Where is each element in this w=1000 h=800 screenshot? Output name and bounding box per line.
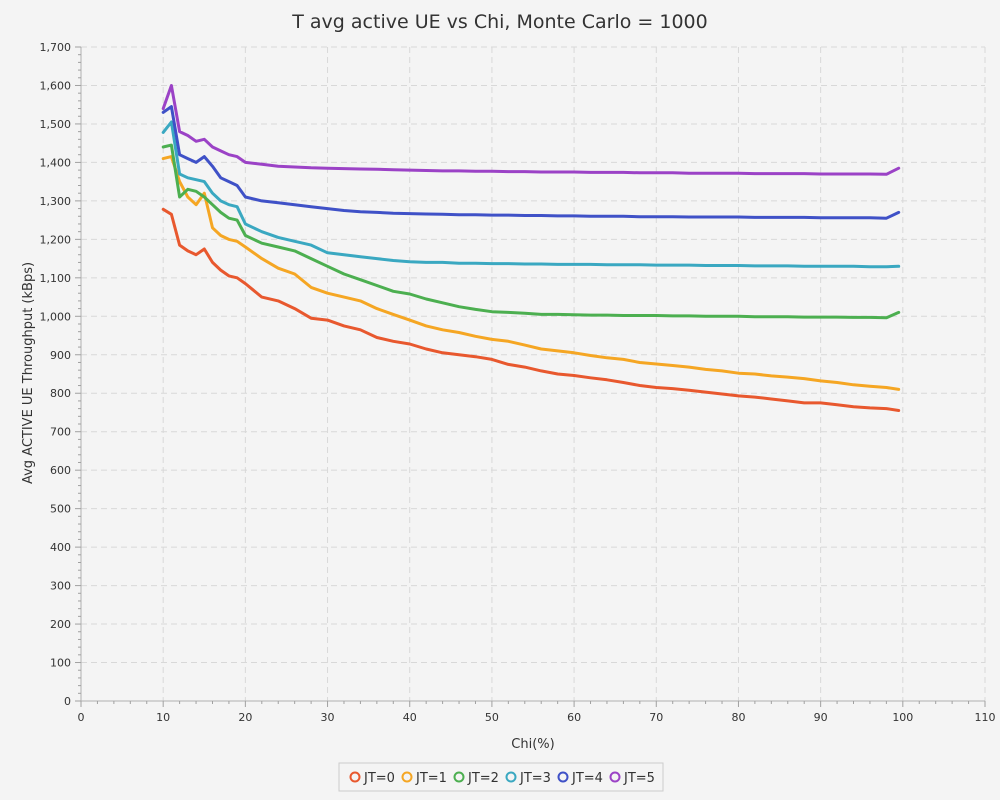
legend-label: JT=5 [623, 771, 655, 786]
chart-grid [81, 46, 986, 701]
y-tick-label: 500 [50, 503, 71, 516]
x-tick-label: 80 [731, 711, 745, 724]
chart-title: T avg active UE vs Chi, Monte Carlo = 10… [291, 11, 707, 33]
x-tick-label: 0 [78, 711, 85, 724]
legend-marker [349, 771, 361, 783]
y-tick-label: 1,100 [40, 272, 72, 285]
series-line-jt-2 [161, 143, 901, 320]
x-tick-label: 110 [975, 711, 996, 724]
legend-label: JT=1 [415, 771, 447, 786]
chart-axes: 01002003004005006007008009001,0001,1001,… [40, 41, 996, 724]
y-tick-label: 400 [50, 541, 71, 554]
y-tick-label: 800 [50, 387, 71, 400]
x-tick-label: 60 [567, 711, 581, 724]
legend-marker [557, 771, 569, 783]
y-tick-label: 100 [50, 657, 71, 670]
series-line-jt-1 [161, 155, 901, 391]
legend-box [338, 762, 664, 792]
x-tick-label: 10 [156, 711, 170, 724]
legend-label: JT=2 [467, 771, 499, 786]
y-tick-label: 1,500 [40, 118, 72, 131]
series-line-jt-5 [161, 84, 901, 176]
y-tick-label: 200 [50, 618, 71, 631]
series-line-jt-3 [161, 120, 901, 269]
legend-marker [609, 771, 621, 783]
legend-label: JT=3 [519, 771, 551, 786]
x-axis-label: Chi(%) [511, 737, 554, 752]
chart-series [161, 84, 901, 412]
x-tick-label: 50 [485, 711, 499, 724]
x-tick-label: 40 [403, 711, 417, 724]
chart-legend: JT=0 JT=1 JT=2 JT=3 JT=4 JT=5 [349, 771, 655, 786]
y-tick-label: 1,600 [40, 79, 72, 92]
legend-label: JT=0 [363, 771, 395, 786]
x-tick-label: 70 [649, 711, 663, 724]
series-line-jt-4 [161, 105, 901, 220]
x-tick-label: 100 [892, 711, 913, 724]
y-tick-label: 300 [50, 580, 71, 593]
x-tick-label: 30 [321, 711, 335, 724]
y-tick-label: 700 [50, 426, 71, 439]
y-tick-label: 900 [50, 349, 71, 362]
legend-marker [453, 771, 465, 783]
y-axis-label: Avg ACTIVE UE Throughput (kBps) [21, 262, 36, 484]
series-line-jt-0 [161, 207, 901, 412]
y-tick-label: 1,700 [40, 41, 72, 54]
legend-marker [401, 771, 413, 783]
legend-marker [505, 771, 517, 783]
y-tick-label: 1,000 [40, 310, 72, 323]
y-tick-label: 1,200 [40, 233, 72, 246]
x-tick-label: 90 [814, 711, 828, 724]
x-tick-label: 20 [238, 711, 252, 724]
y-tick-label: 1,400 [40, 156, 72, 169]
legend-label: JT=4 [571, 771, 603, 786]
y-tick-label: 600 [50, 464, 71, 477]
y-tick-label: 0 [64, 695, 71, 708]
y-tick-label: 1,300 [40, 195, 72, 208]
